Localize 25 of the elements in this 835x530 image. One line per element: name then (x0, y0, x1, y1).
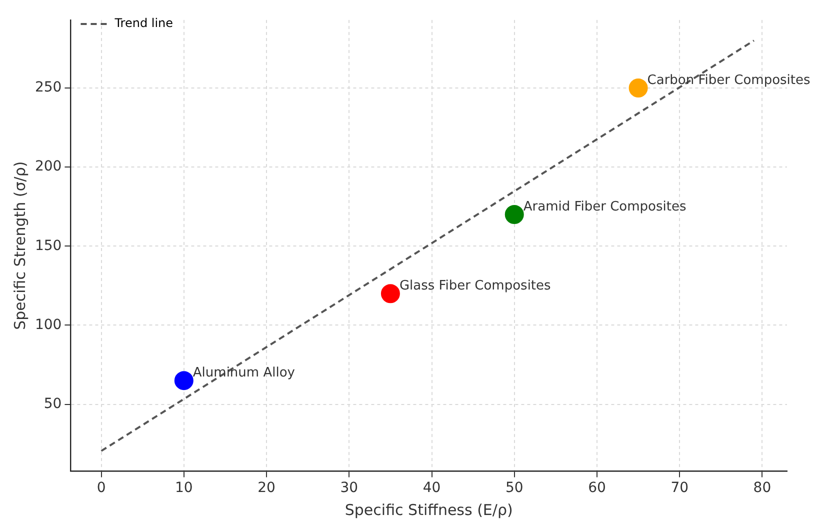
annotation: Aramid Fiber Composites (523, 200, 686, 215)
x-tick-label: 20 (258, 480, 276, 496)
x-tick-label: 80 (753, 480, 772, 496)
annotation: Aluminum Alloy (192, 366, 296, 381)
y-tick-label: 50 (44, 396, 62, 412)
x-tick-label: 30 (340, 480, 358, 496)
point (504, 205, 524, 224)
point (380, 284, 400, 304)
x-tick-label: 70 (670, 480, 689, 496)
point (174, 371, 194, 390)
x-tick-label: 60 (588, 480, 606, 496)
y-tick-label: 250 (34, 80, 62, 96)
x-tick-label: 40 (422, 480, 441, 496)
x-tick-label: 10 (174, 480, 193, 496)
annotation: Glass Fiber Composites (399, 278, 552, 294)
y-tick-label: 150 (34, 238, 62, 254)
legend-label: Trend line (114, 16, 174, 30)
y-tick-label: 200 (34, 158, 62, 175)
annotation: Carbon Fiber Composites (647, 73, 811, 88)
x-tick-label: 0 (96, 480, 106, 496)
y-tick-label: 100 (34, 316, 62, 333)
x-tick-label: 50 (505, 480, 524, 496)
point (628, 78, 648, 98)
x-axis-title: Specific Stiffness (E/ρ) (344, 500, 513, 519)
y-axis-title: Specific Strength (σ/ρ) (10, 161, 29, 330)
